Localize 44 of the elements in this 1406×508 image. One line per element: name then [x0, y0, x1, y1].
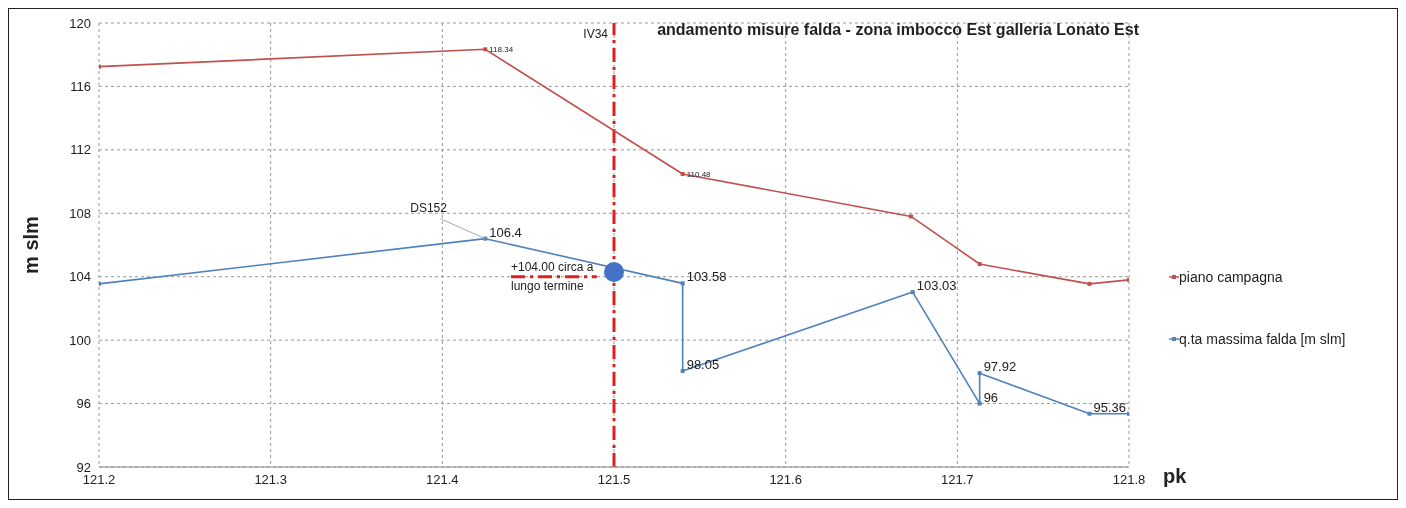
x-tick-label: 121.5	[597, 472, 631, 488]
annotation: +104.00 circa a lungo termine	[511, 258, 595, 295]
y-axis-title: m slm	[20, 216, 43, 274]
data-label: 97.92	[983, 359, 1017, 375]
data-label: 95.36	[1093, 399, 1127, 415]
chart-title: andamento misure falda - zona imbocco Est galleria Lonato Est	[656, 21, 1139, 39]
point	[910, 290, 915, 295]
data-label: 118.34	[489, 45, 514, 55]
x-tick-label: 121.8	[1112, 472, 1146, 488]
data-label: 110.48	[686, 169, 712, 179]
point	[977, 401, 982, 406]
ref-line-label: IV34	[583, 26, 609, 41]
y-tick-label: 116	[70, 79, 91, 95]
y-tick-label: 96	[76, 396, 91, 412]
y-tick-label: 100	[69, 332, 91, 348]
point	[1087, 281, 1092, 286]
y-tick-label: 92	[76, 459, 91, 475]
y-tick-label: 108	[69, 205, 91, 221]
legend-label: piano campagna	[1179, 269, 1283, 285]
x-tick-label: 121.3	[254, 472, 287, 488]
point	[977, 371, 982, 376]
point	[680, 171, 685, 176]
annotation: DS152	[410, 199, 448, 217]
data-label: 96	[983, 389, 999, 405]
line-series	[99, 236, 1129, 416]
y-tick-label: 120	[69, 15, 91, 31]
point	[977, 262, 982, 267]
data-label: 106.4	[489, 224, 522, 240]
x-tick-label: 121.4	[426, 472, 459, 488]
x-tick-label: 121.2	[82, 472, 116, 488]
point	[680, 281, 685, 286]
point	[680, 369, 685, 374]
legend-label: q.ta massima falda [m slm]	[1179, 331, 1346, 347]
point	[604, 261, 624, 282]
x-tick-label: 121.7	[941, 472, 974, 488]
point	[908, 214, 913, 219]
y-tick-label: 104	[69, 269, 91, 285]
x-tick-label: 121.6	[769, 472, 802, 488]
y-tick-label: 112	[70, 142, 91, 158]
point	[483, 47, 488, 52]
data-label: 103.03	[916, 278, 957, 294]
point	[1087, 411, 1092, 416]
data-label: 103.58	[686, 269, 727, 285]
x-axis-title: pk	[1163, 465, 1187, 488]
